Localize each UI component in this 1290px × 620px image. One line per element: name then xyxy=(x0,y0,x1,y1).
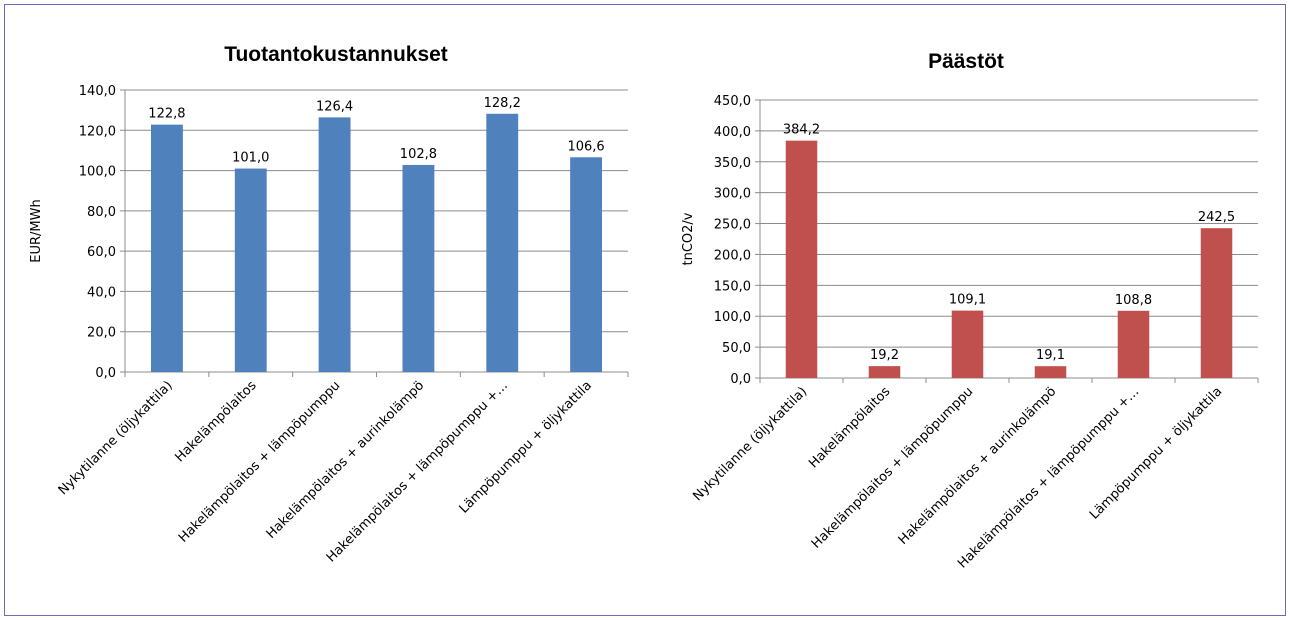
y-tick-label: 60,0 xyxy=(87,245,116,260)
x-category-label: Nykytilanne (öljykattila) xyxy=(56,378,176,498)
x-category-label: Hakelämpölaitos + aurinkolämpö xyxy=(264,378,428,542)
y-tick-label: 120,0 xyxy=(79,124,116,139)
y-tick-label: 140,0 xyxy=(79,84,116,99)
y-tick-label: 20,0 xyxy=(87,326,116,341)
bar xyxy=(486,113,519,373)
y-axis-label: EUR/MWh xyxy=(29,199,44,262)
x-category-label: Hakelämpölaitos + lämpöpumppu xyxy=(176,378,343,545)
x-category-label: Hakelämpölaitos + aurinkolämpö xyxy=(896,384,1060,548)
y-tick-label: 150,0 xyxy=(714,279,751,294)
bar xyxy=(402,164,435,372)
chart-title: Tuotantokustannukset xyxy=(224,43,448,66)
x-category-label: Nykytilanne (öljykattila) xyxy=(690,384,810,504)
bar xyxy=(234,168,267,372)
bar xyxy=(785,140,818,378)
data-label: 122,8 xyxy=(148,107,185,122)
chart-emissions: Päästöt tnCO2/v 0,0 50,0 100,0 150,0 200,0 250,… xyxy=(681,50,1259,571)
x-category-label: Hakelämpölaitos xyxy=(806,384,893,471)
y-tick-label: 250,0 xyxy=(714,218,751,233)
data-label: 242,5 xyxy=(1198,210,1235,225)
data-label: 102,8 xyxy=(400,147,437,162)
bar xyxy=(868,366,901,378)
y-tick-label: 0,0 xyxy=(95,366,116,381)
bar xyxy=(318,117,351,372)
x-category-label: Lämpöpumppu + öljykattila xyxy=(1087,384,1225,522)
y-tick-label: 100,0 xyxy=(79,165,116,180)
x-category-label: Lämpöpumppu + öljykattila xyxy=(457,378,595,516)
x-category-label: Hakelämpölaitos + lämpöpumppu xyxy=(809,384,976,551)
data-label: 19,2 xyxy=(870,348,899,363)
data-label: 384,2 xyxy=(783,123,820,138)
data-label: 109,1 xyxy=(949,293,986,308)
bar xyxy=(1117,310,1150,378)
data-label: 19,1 xyxy=(1036,348,1065,363)
y-tick-label: 400,0 xyxy=(714,125,751,140)
chart-title: Päästöt xyxy=(928,50,1004,73)
bar xyxy=(951,310,984,378)
x-category-label: Hakelämpölaitos + lämpöpumppu +… xyxy=(955,384,1142,571)
bar xyxy=(150,124,183,372)
bar xyxy=(1200,228,1233,378)
data-label: 106,6 xyxy=(567,139,604,154)
y-tick-label: 350,0 xyxy=(714,156,751,171)
y-tick-label: 0,0 xyxy=(730,372,751,387)
chart-frame xyxy=(4,4,1286,616)
data-label: 101,0 xyxy=(232,151,269,166)
y-tick-label: 80,0 xyxy=(87,205,116,220)
y-tick-label: 300,0 xyxy=(714,187,751,202)
bar xyxy=(1034,366,1067,378)
y-tick-label: 100,0 xyxy=(714,310,751,325)
data-label: 126,4 xyxy=(316,99,353,114)
data-label: 128,2 xyxy=(484,96,521,111)
x-category-label: Hakelämpölaitos + lämpöpumppu +… xyxy=(324,378,511,565)
y-axis-label: tnCO2/v xyxy=(681,212,696,265)
bar xyxy=(570,157,603,372)
y-tick-label: 50,0 xyxy=(722,341,751,356)
chart-costs: Tuotantokustannukset EUR/MWh 0,0 20,0 40,0 60… xyxy=(29,43,629,565)
y-tick-label: 200,0 xyxy=(714,248,751,263)
data-label: 108,8 xyxy=(1115,293,1152,308)
y-tick-label: 40,0 xyxy=(87,285,116,300)
x-category-label: Hakelämpölaitos xyxy=(172,378,259,465)
y-tick-label: 450,0 xyxy=(714,94,751,109)
